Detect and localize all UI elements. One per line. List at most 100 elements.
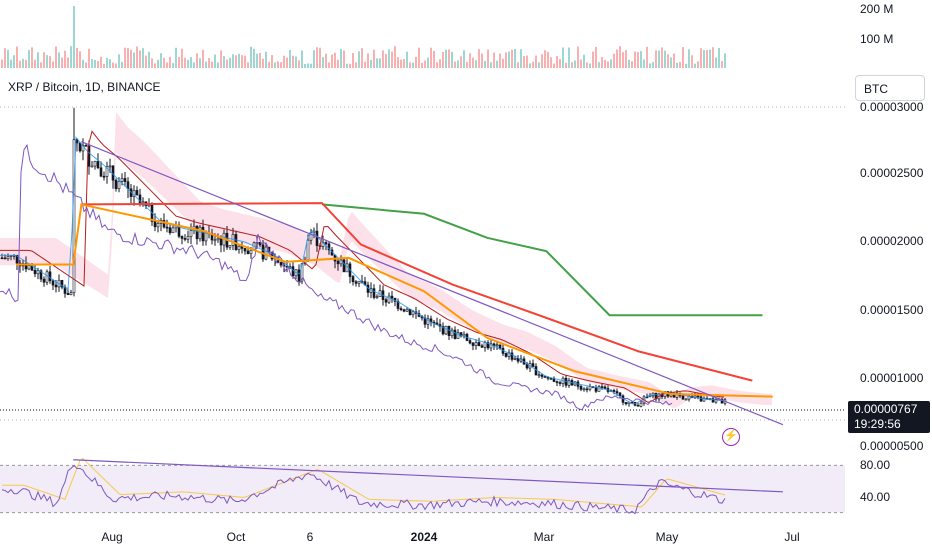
volume-bar (16, 46, 18, 68)
volume-bar (340, 48, 342, 68)
volume-bar (58, 52, 60, 68)
candle-body (60, 279, 64, 288)
currency-selector[interactable]: BTC (855, 75, 925, 101)
volume-bar (688, 49, 690, 68)
candle-body (66, 293, 70, 296)
candle-body (93, 161, 97, 167)
candle-body (354, 281, 358, 284)
volume-bar (502, 58, 504, 68)
candle-body (483, 342, 487, 348)
last-price-label: 0.00000767 19:29:56 (848, 401, 930, 433)
candle-body (33, 269, 37, 275)
price-tick-label: 0.00001500 (860, 303, 924, 317)
volume-bar (130, 49, 132, 68)
rsi-line (1, 464, 726, 515)
candle-body (69, 292, 73, 296)
volume-bar (655, 50, 657, 68)
candle-body (537, 374, 541, 377)
volume-bar (328, 62, 330, 68)
candle-body (195, 225, 199, 240)
volume-bar (556, 56, 558, 68)
volume-bar (4, 48, 6, 68)
volume-bar (268, 61, 270, 68)
candle-body (567, 380, 571, 386)
candle-body (99, 167, 103, 177)
volume-bar (376, 58, 378, 68)
volume-bar (109, 59, 111, 68)
volume-bar (421, 62, 423, 68)
symbol-title[interactable]: XRP / Bitcoin, 1D, BINANCE (8, 80, 161, 94)
candle-body (153, 221, 157, 228)
volume-bar (511, 49, 513, 68)
lightning-bolt-icon[interactable]: ⚡ (722, 428, 740, 446)
candle-body (27, 265, 31, 270)
volume-bar (523, 55, 525, 68)
volume-bar (19, 60, 21, 68)
candle-body (186, 236, 190, 240)
candle-body (102, 175, 106, 178)
volume-bar (184, 57, 186, 68)
candle-body (426, 318, 430, 325)
volume-bar (175, 47, 177, 68)
volume-bar (298, 60, 300, 68)
volume-bar (718, 47, 720, 68)
volume-bar (145, 55, 147, 68)
candle-body (42, 278, 46, 283)
time-tick-label: 6 (306, 530, 314, 544)
volume-bar (64, 50, 66, 68)
candle-body (342, 259, 346, 273)
candle-body (408, 308, 412, 316)
volume-bar (31, 47, 33, 68)
candle-body (357, 280, 361, 284)
volume-bar (709, 49, 711, 68)
volume-bar (448, 49, 450, 68)
volume-bar (121, 61, 123, 68)
candle-body (555, 381, 559, 383)
candle-body (489, 343, 493, 349)
volume-bar (160, 53, 162, 68)
volume-bar (190, 57, 192, 68)
candle-body (540, 374, 544, 377)
candle-body (243, 248, 247, 252)
volume-bar (10, 59, 12, 68)
candle-body (0, 257, 4, 260)
candle-body (471, 342, 475, 346)
volume-bar (706, 50, 708, 68)
volume-bar (136, 46, 138, 68)
volume-bar (133, 52, 135, 68)
volume-bar (550, 57, 552, 68)
candle-body (441, 326, 445, 335)
candle-body (600, 386, 604, 388)
volume-bar (25, 59, 27, 68)
volume-bar (484, 60, 486, 68)
volume-bar (352, 53, 354, 68)
candle-body (135, 190, 139, 196)
volume-bar (625, 50, 627, 68)
price-tick-label: 0.00002500 (860, 166, 924, 180)
candle-body (498, 344, 502, 349)
volume-bar (346, 63, 348, 68)
candle-body (324, 242, 328, 245)
candle-body (636, 404, 640, 407)
candle-body (543, 376, 547, 378)
volume-bar (649, 63, 651, 68)
volume-bar (118, 54, 120, 68)
volume-bar (364, 61, 366, 68)
volume-bar (367, 53, 369, 68)
volume-bar (313, 50, 315, 68)
candle-body (171, 227, 175, 234)
volume-bar (574, 60, 576, 68)
candle-body (558, 382, 562, 384)
candle-body (504, 353, 508, 357)
volume-bar (115, 63, 117, 68)
volume-bar (187, 59, 189, 68)
candle-body (450, 329, 454, 336)
candle-body (585, 388, 589, 391)
volume-bar (418, 47, 420, 68)
volume-bar (568, 47, 570, 68)
candle-body (165, 226, 169, 229)
volume-bar (295, 56, 297, 68)
volume-bar (517, 62, 519, 68)
volume-bar (415, 56, 417, 68)
